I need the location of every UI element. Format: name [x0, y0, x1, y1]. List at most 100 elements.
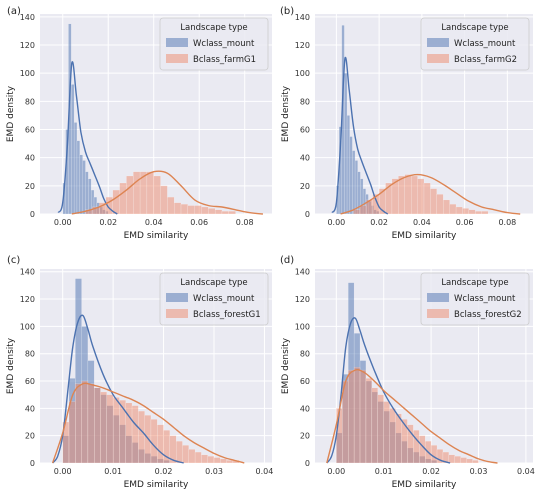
- kde-line-Wclass_mount: [57, 61, 118, 215]
- histogram-bar: [85, 171, 89, 215]
- y-tick-label: 40: [25, 154, 35, 163]
- x-tick-label: 0.00: [54, 218, 72, 227]
- panel-label: (c): [7, 255, 20, 266]
- histogram-bar: [75, 383, 82, 464]
- legend-entry-label: Bclass_forestG1: [193, 310, 261, 320]
- kde-line-Wclass_mount: [331, 56, 389, 215]
- histogram-bar: [176, 440, 183, 464]
- y-tick-label: 120: [295, 41, 310, 50]
- y-tick-label: 80: [25, 97, 35, 106]
- y-tick-label: 40: [300, 154, 310, 163]
- histogram-bar: [88, 178, 92, 215]
- x-tick-label: 0.00: [327, 467, 345, 476]
- y-tick-label: 140: [20, 268, 35, 277]
- y-tick-label: 20: [25, 182, 35, 191]
- histogram-bar: [119, 182, 127, 215]
- kde-line-Bclass_farmG1: [71, 170, 263, 215]
- histogram-bar: [112, 397, 120, 464]
- x-tick-label: 0.04: [256, 467, 274, 476]
- histogram-bar: [207, 456, 215, 464]
- histogram-bar: [462, 208, 470, 215]
- histogram-bar: [419, 435, 426, 464]
- histogram-bar: [208, 208, 216, 215]
- histogram-bar: [71, 84, 75, 215]
- histogram-bar: [344, 73, 348, 215]
- histogram-bar: [126, 175, 134, 215]
- histogram-bar: [383, 401, 390, 464]
- legend-entry-label: Bclass_farmG1: [193, 55, 256, 65]
- legend-swatch-blue: [166, 293, 188, 302]
- legend-entry-label: Bclass_farmG2: [454, 55, 517, 65]
- histogram-bar: [475, 211, 482, 215]
- y-tick-label: 0: [305, 210, 310, 219]
- histogram-bar: [443, 199, 450, 215]
- histogram-bar: [430, 445, 438, 464]
- histogram-bar: [226, 460, 234, 464]
- histogram-bar: [454, 456, 461, 464]
- x-tick-label: 0.00: [327, 218, 345, 227]
- x-tick-label: 0.06: [190, 218, 208, 227]
- histogram-bar: [187, 205, 195, 215]
- histogram-bar: [449, 203, 457, 215]
- histogram-bar: [220, 458, 227, 464]
- histogram-bar: [481, 211, 489, 215]
- kde-line-Bclass_farmG2: [340, 173, 521, 215]
- y-tick-label: 140: [20, 13, 35, 22]
- y-tick-label: 140: [295, 13, 310, 22]
- histogram-bar: [354, 160, 358, 215]
- y-tick-label: 20: [300, 432, 310, 441]
- legend-title: Landscape type: [441, 23, 508, 33]
- kde-line-Wclass_mount: [326, 317, 451, 464]
- y-tick-label: 80: [300, 350, 310, 359]
- histogram-bar: [455, 206, 463, 215]
- histogram-Bclass_farmG1: [85, 171, 236, 215]
- y-axis-label: EMD density: [281, 337, 291, 394]
- histogram-bar: [359, 369, 367, 464]
- histogram-bar: [348, 369, 355, 464]
- histogram-bar: [138, 410, 145, 464]
- histogram-bar: [106, 394, 114, 464]
- histogram-bar: [353, 209, 361, 215]
- y-tick-label: 40: [25, 404, 35, 413]
- histogram-bar: [174, 202, 182, 215]
- legend: Landscape type Wclass_mount Bclass_farmG2: [420, 17, 530, 71]
- histogram-bar: [188, 449, 196, 464]
- histogram-bar: [150, 419, 158, 464]
- x-axis-label: EMD similarity: [124, 480, 189, 490]
- chart-panel-a: (a) 0 20 40 60 80 100 120 140 0.00 0.02 0.04 0.06 0.0…: [6, 6, 272, 241]
- histogram-bar: [401, 419, 408, 464]
- legend-entry-label: Bclass_forestG2: [454, 310, 522, 320]
- histogram-bar: [133, 171, 141, 215]
- chart-panel-c: (c) 0 20 40 60 80 100 120 140 0.00 0.01 0.02 0.03 0.0…: [6, 255, 273, 490]
- legend-entry-label: Wclass_mount: [454, 294, 516, 304]
- x-tick-label: 0.02: [155, 467, 173, 476]
- histogram-bar: [160, 185, 168, 215]
- legend-swatch-blue: [427, 293, 449, 302]
- histogram-bar: [423, 182, 431, 215]
- y-axis-label: EMD density: [281, 85, 291, 142]
- y-tick-label: 60: [300, 377, 310, 386]
- histogram-bar: [352, 150, 356, 215]
- legend-title: Landscape type: [180, 23, 247, 33]
- y-tick-label: 120: [20, 295, 35, 304]
- y-tick-label: 100: [295, 322, 310, 331]
- histogram-bar: [228, 211, 236, 215]
- histogram-bar: [76, 140, 80, 215]
- x-tick-label: 0.04: [517, 467, 535, 476]
- x-axis-label: EMD similarity: [392, 231, 457, 241]
- y-tick-label: 100: [20, 322, 35, 331]
- histogram-bar: [68, 401, 76, 464]
- histogram-bar: [398, 175, 405, 215]
- histogram-bar: [404, 174, 412, 215]
- histogram-bar: [125, 402, 133, 464]
- panel-label: (a): [7, 6, 21, 17]
- x-axis-label: EMD similarity: [392, 480, 457, 490]
- y-tick-label: 0: [30, 210, 35, 219]
- histogram-bar: [100, 391, 107, 464]
- histogram-Bclass_forestG1: [62, 380, 240, 464]
- y-tick-label: 40: [300, 404, 310, 413]
- x-tick-label: 0.02: [422, 467, 440, 476]
- kde-line-Wclass_mount: [52, 314, 184, 464]
- legend-title: Landscape type: [441, 278, 508, 288]
- histogram-bar: [371, 387, 378, 464]
